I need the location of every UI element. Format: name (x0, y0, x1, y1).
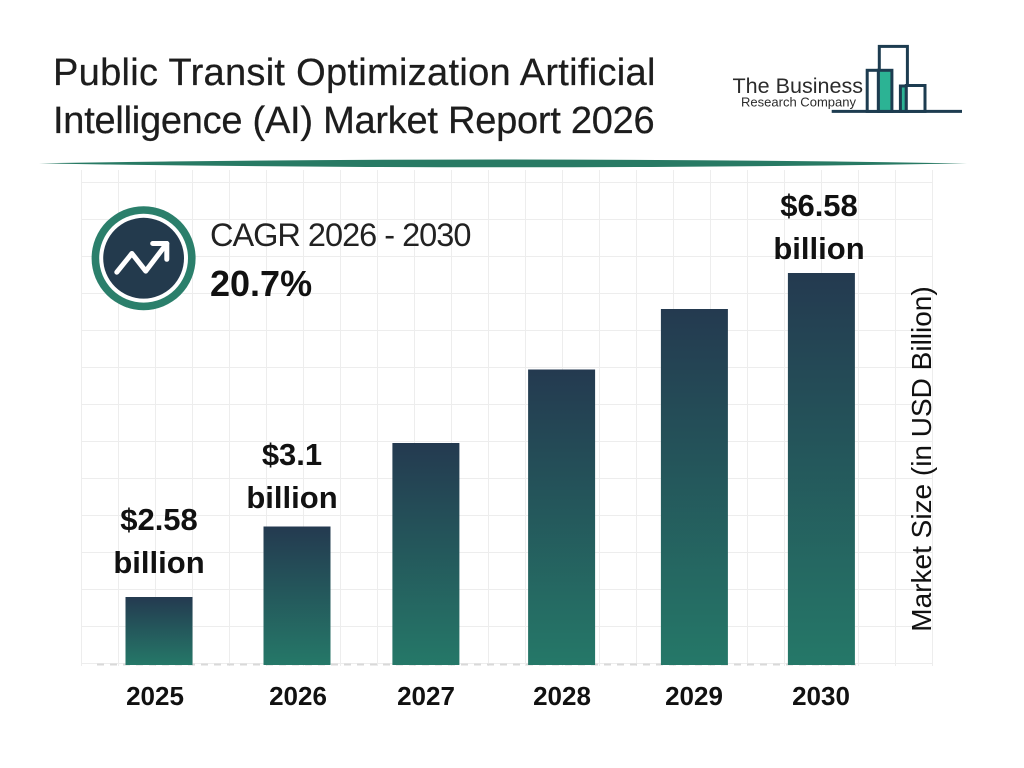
svg-text:The Business: The Business (733, 74, 864, 98)
svg-text:Research Company: Research Company (741, 94, 856, 109)
